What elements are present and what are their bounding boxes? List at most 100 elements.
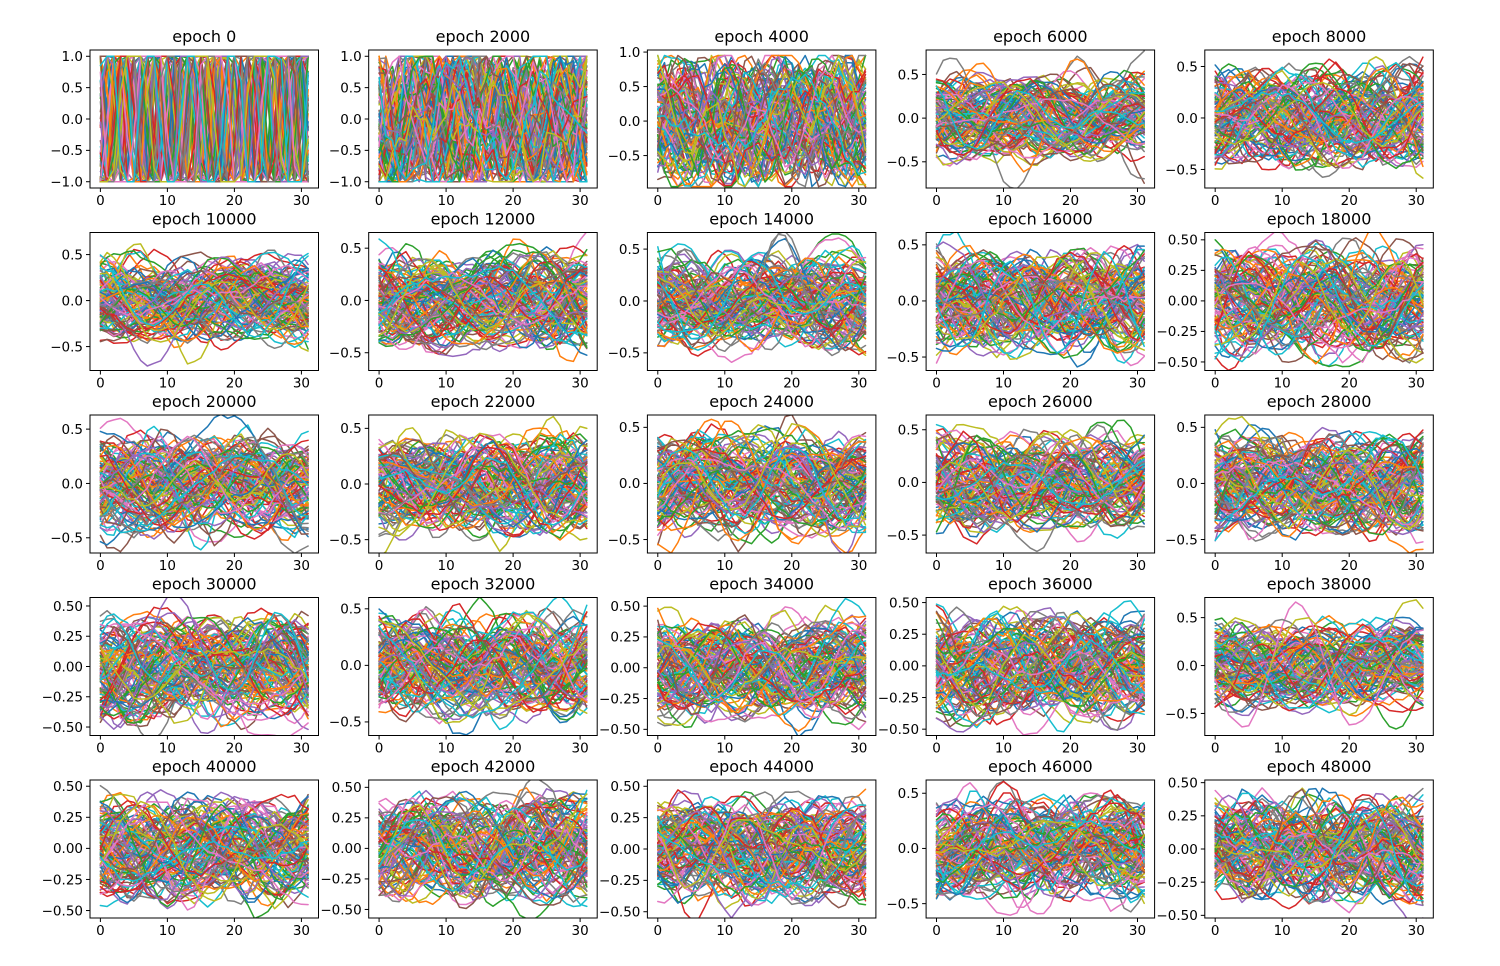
series-line — [378, 55, 588, 183]
subplot-title: epoch 24000 — [709, 392, 814, 411]
x-tick-label: 20 — [226, 193, 243, 209]
y-tick-label: −0.50 — [320, 902, 361, 918]
series-line — [378, 55, 588, 180]
series-line — [935, 448, 1145, 511]
series-line — [378, 268, 588, 318]
series-line — [935, 77, 1145, 156]
x-tick-label: 30 — [850, 741, 867, 757]
series-line — [378, 796, 588, 906]
y-tick-label: 0.25 — [889, 627, 919, 643]
series-line — [378, 433, 588, 525]
series-line — [378, 640, 588, 718]
series-line — [378, 427, 588, 530]
y-tick-label: 0.5 — [340, 602, 361, 618]
series-line — [1214, 618, 1424, 705]
x-tick-label: 0 — [1211, 558, 1220, 574]
axes-spines — [1204, 49, 1434, 189]
series-line — [657, 810, 867, 904]
series-line — [1214, 272, 1424, 337]
series-line — [1214, 253, 1424, 358]
series-line — [99, 812, 309, 882]
series-line — [99, 611, 309, 692]
series-line — [935, 820, 1145, 876]
series-line — [935, 618, 1145, 701]
x-tick-label: 10 — [438, 923, 455, 939]
y-tick-label: 0.00 — [610, 661, 640, 677]
axes-spines — [368, 779, 598, 919]
series-line — [99, 791, 309, 901]
y-tick-label: −0.25 — [878, 690, 919, 706]
series-line — [378, 819, 588, 875]
y-tick-label: −0.5 — [50, 531, 83, 547]
x-tick-label: 20 — [1341, 558, 1358, 574]
series-line — [1214, 646, 1424, 685]
x-tick-label: 20 — [1341, 193, 1358, 209]
subplot-epoch-4000: 1.0 0.5 0.0 −0.5 0 10 20 30 epoch 4000 — [608, 27, 877, 209]
series-line — [378, 58, 588, 183]
series-line — [657, 803, 867, 890]
series-line — [378, 807, 588, 908]
series-line — [378, 610, 588, 720]
series-line — [1214, 787, 1424, 900]
series-lines — [99, 243, 309, 367]
series-line — [1214, 281, 1424, 329]
series-line — [657, 811, 867, 902]
series-line — [1214, 626, 1424, 702]
series-line — [1214, 456, 1424, 512]
series-line — [1214, 634, 1424, 693]
series-line — [378, 447, 588, 516]
y-tick-label: −0.5 — [886, 896, 919, 912]
series-line — [657, 76, 867, 186]
series-line — [99, 257, 309, 332]
series-line — [935, 81, 1145, 162]
series-line — [657, 233, 867, 357]
series-line — [657, 257, 867, 354]
series-line — [378, 626, 588, 705]
y-tick-label: −0.5 — [329, 143, 362, 159]
subplot-epoch-12000: 0.5 0.0 −0.5 0 10 20 30 epoch 12000 — [329, 210, 598, 392]
x-tick-label: 0 — [375, 558, 384, 574]
x-tick-label: 10 — [716, 376, 733, 392]
series-line — [99, 454, 309, 509]
axes-spines — [89, 232, 319, 371]
y-tick-label: 0.5 — [62, 247, 83, 263]
series-line — [935, 98, 1145, 146]
series-line — [378, 798, 588, 907]
series-line — [1214, 265, 1424, 352]
series-lines — [657, 597, 867, 736]
series-line — [99, 840, 309, 882]
x-tick-label: 30 — [572, 741, 589, 757]
series-line — [378, 639, 588, 693]
y-tick-label: −0.50 — [42, 720, 83, 736]
series-line — [1214, 635, 1424, 709]
series-line — [99, 803, 309, 908]
y-tick-label: 0.00 — [610, 842, 640, 858]
series-line — [378, 641, 588, 703]
series-line — [1214, 82, 1424, 167]
series-line — [1214, 802, 1424, 883]
series-line — [378, 271, 588, 326]
series-line — [99, 800, 309, 895]
series-lines — [935, 232, 1145, 368]
y-tick-label: −0.5 — [608, 532, 641, 548]
series-line — [657, 808, 867, 879]
series-line — [657, 819, 867, 906]
x-tick-label: 30 — [572, 193, 589, 209]
subplot-epoch-40000: 0.50 0.25 0.00 −0.25 −0.50 0 10 20 30 epoch 40000 — [42, 757, 319, 939]
series-line — [1214, 811, 1424, 892]
series-line — [657, 422, 867, 521]
series-line — [657, 66, 867, 183]
series-line — [99, 828, 309, 883]
series-line — [657, 446, 867, 528]
series-lines — [935, 419, 1145, 553]
series-line — [935, 76, 1145, 136]
series-line — [657, 630, 867, 694]
series-line — [1214, 443, 1424, 529]
y-tick-label: 0.50 — [610, 599, 640, 615]
subplot-title: epoch 40000 — [152, 757, 257, 776]
x-tick-label: 20 — [1062, 558, 1079, 574]
series-line — [935, 633, 1145, 708]
series-line — [657, 276, 867, 325]
series-line — [99, 625, 309, 718]
x-tick-label: 20 — [505, 376, 522, 392]
